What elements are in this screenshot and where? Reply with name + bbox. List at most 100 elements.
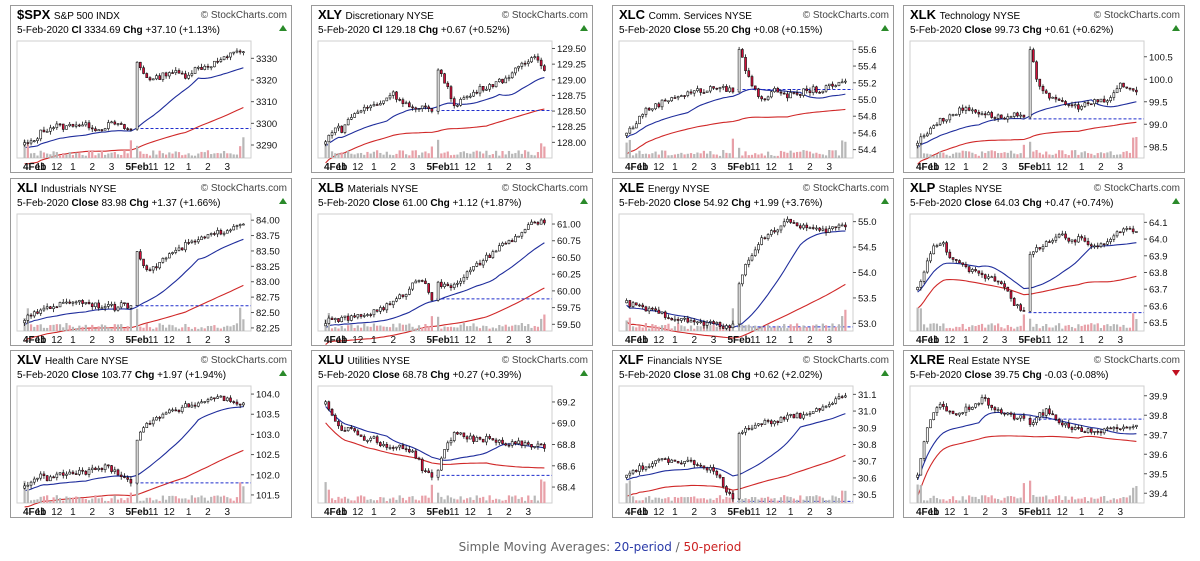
- chart-chg-label: Chg: [430, 370, 452, 381]
- x-tick-label: 2: [205, 507, 211, 518]
- chart-panel-xlp[interactable]: XLP Staples NYSE © StockCharts.com 5-Feb-2…: [903, 178, 1185, 346]
- volume-bar: [693, 496, 696, 503]
- volume-bar: [945, 328, 948, 331]
- x-tick-label: 4Feb: [324, 507, 347, 518]
- candle: [168, 408, 171, 414]
- candle-body: [45, 475, 49, 482]
- candle-body: [388, 95, 392, 99]
- candle-body: [61, 472, 65, 476]
- sma20-line: [917, 99, 1137, 149]
- volume-bar: [760, 326, 763, 331]
- volume-bar: [494, 150, 498, 158]
- candle-body: [974, 109, 977, 113]
- volume-bar: [824, 325, 828, 331]
- volume-bar: [677, 323, 680, 331]
- candle: [932, 412, 936, 421]
- volume-bar: [1051, 327, 1054, 331]
- candle: [1064, 231, 1067, 241]
- candle-body: [184, 73, 187, 79]
- candle-body: [919, 136, 923, 144]
- volume-bar: [359, 327, 363, 331]
- chart-name: Health Care: [45, 356, 101, 367]
- candle-body: [811, 227, 815, 229]
- candle-body: [414, 280, 418, 284]
- candle: [395, 446, 398, 451]
- candle: [683, 95, 686, 100]
- candle: [1009, 290, 1013, 302]
- candle-body: [340, 316, 344, 322]
- x-tick-label: 1: [70, 335, 76, 346]
- y-tick-label: 63.8: [1149, 268, 1168, 279]
- candle: [663, 310, 667, 320]
- candle: [919, 279, 923, 291]
- volume-bar: [239, 482, 242, 503]
- chart-panel-xle[interactable]: XLE Energy NYSE © StockCharts.com 5-Feb-20…: [612, 178, 894, 346]
- volume-bar: [831, 150, 834, 158]
- candle: [958, 259, 961, 264]
- chart-title: XLU Utilities NYSE: [318, 352, 410, 367]
- candle: [980, 111, 984, 116]
- candle-body: [116, 123, 120, 125]
- volume-bar: [343, 153, 347, 158]
- candle-body: [385, 97, 389, 102]
- candle: [113, 466, 117, 475]
- x-tick-label: 3: [410, 162, 416, 173]
- chart-symbol: XLC: [619, 7, 649, 22]
- chart-panel-xlf[interactable]: XLF Financials NYSE © StockCharts.com 5-Fe…: [612, 350, 894, 518]
- candle-body: [408, 449, 411, 453]
- volume-bar: [766, 324, 770, 331]
- candle: [488, 253, 491, 258]
- chart-panel-xlc[interactable]: XLC Comm. Services NYSE © StockCharts.com…: [612, 5, 894, 173]
- candle: [209, 232, 213, 237]
- candle: [680, 318, 683, 323]
- volume-bar: [664, 498, 667, 503]
- candle-body: [42, 473, 46, 476]
- chart-panel-xlre[interactable]: XLRE Real Estate NYSE © StockCharts.com 5-…: [903, 350, 1185, 518]
- chart-panel-spx[interactable]: $SPX S&P 500 INDX © StockCharts.com 5-Feb-…: [10, 5, 292, 173]
- chart-panel-xlk[interactable]: XLK Technology NYSE © StockCharts.com 5-Fe…: [903, 5, 1185, 173]
- candle: [164, 411, 168, 415]
- candle-body: [142, 67, 145, 74]
- volume-bar: [187, 153, 190, 158]
- candle: [964, 261, 968, 269]
- x-tick-label: 4Feb: [625, 162, 648, 173]
- candle-body: [168, 253, 171, 259]
- candle: [961, 104, 965, 114]
- volume-bar: [33, 152, 36, 158]
- volume-bar: [754, 325, 757, 331]
- candle-body: [625, 300, 628, 304]
- candle: [1022, 412, 1026, 421]
- candle-body: [798, 225, 802, 229]
- x-tick-label: 3: [526, 162, 532, 173]
- candle: [177, 244, 181, 252]
- chart-panel-xlb[interactable]: XLB Materials NYSE © StockCharts.com 5-Feb…: [311, 178, 593, 346]
- candle-body: [1102, 428, 1106, 434]
- y-tick-label: 39.5: [1149, 469, 1168, 480]
- candle: [971, 267, 974, 274]
- candle-body: [750, 427, 754, 430]
- candle-body: [401, 99, 405, 104]
- candle-body: [420, 105, 424, 109]
- chart-chg-value: +37.10 (+1.13%): [145, 25, 220, 36]
- volume-bar: [725, 152, 728, 158]
- candle: [337, 419, 340, 429]
- chart-panel-xlu[interactable]: XLU Utilities NYSE © StockCharts.com 5-Feb…: [311, 350, 593, 518]
- volume-bar: [942, 499, 945, 503]
- chart-panel-xly[interactable]: XLY Discretionary NYSE © StockCharts.com 5…: [311, 5, 593, 173]
- volume-bar: [504, 154, 507, 158]
- candle: [110, 301, 113, 308]
- volume-bar: [1016, 154, 1019, 158]
- candle: [776, 228, 780, 236]
- candle: [65, 298, 68, 305]
- candle: [798, 93, 802, 99]
- x-tick-label: 12: [766, 507, 778, 518]
- candle-body: [1035, 417, 1038, 423]
- chart-panel-xlv[interactable]: XLV Health Care NYSE © StockCharts.com 5-F…: [10, 350, 292, 518]
- candle: [689, 317, 693, 323]
- volume-bar: [427, 153, 430, 158]
- candle: [1061, 97, 1064, 103]
- candle: [990, 110, 993, 119]
- volume-bar: [36, 155, 39, 158]
- chart-panel-xli[interactable]: XLI Industrials NYSE © StockCharts.com 5-F…: [10, 178, 292, 346]
- candle: [929, 419, 932, 429]
